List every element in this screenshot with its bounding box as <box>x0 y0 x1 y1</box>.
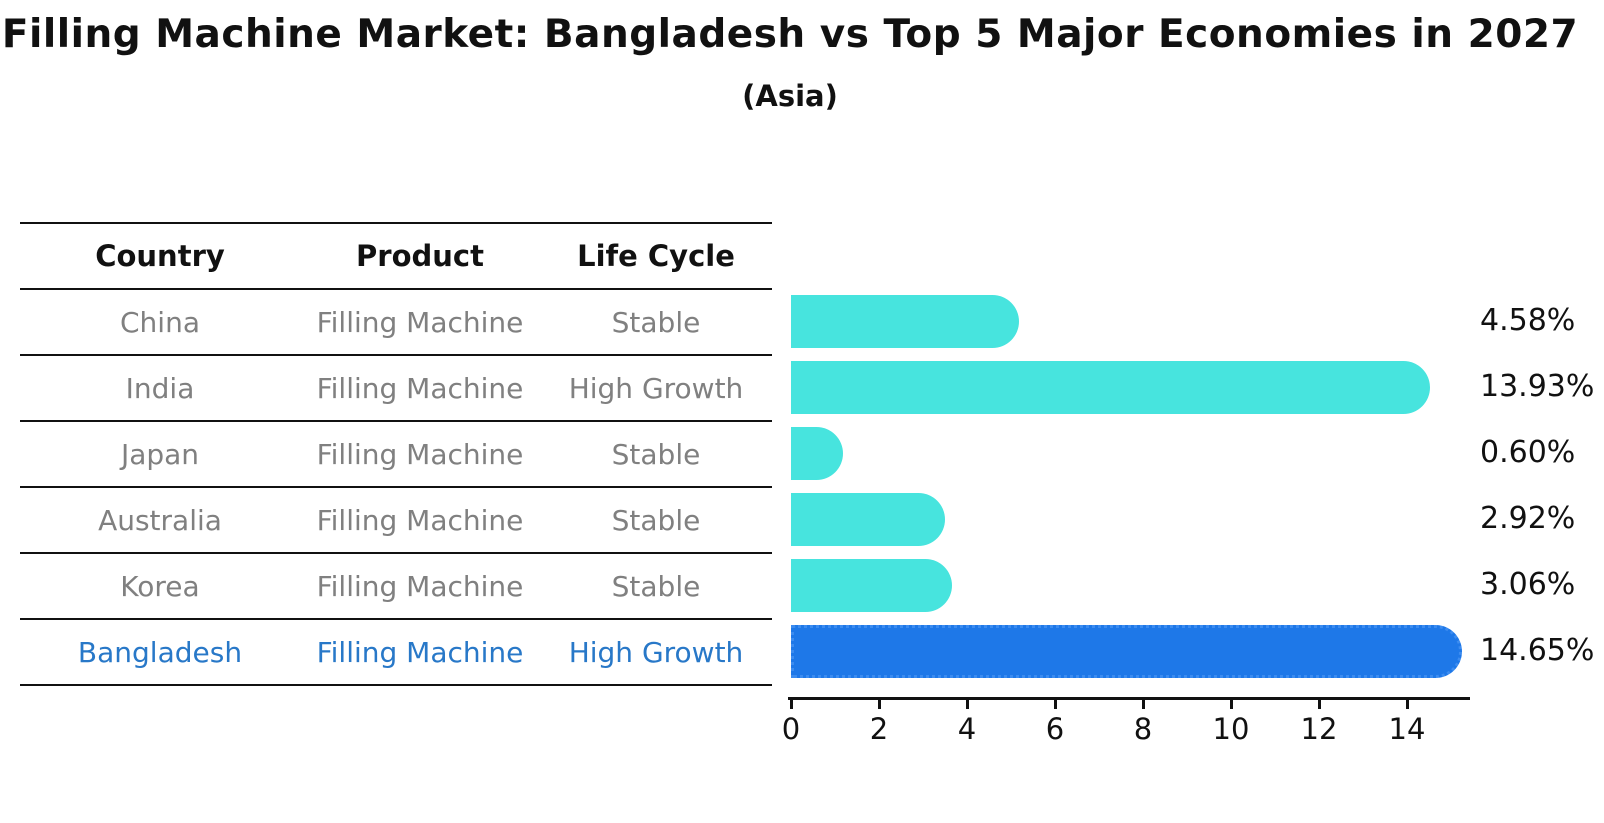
value-label-korea: 3.06% <box>1480 567 1576 602</box>
bar-japan <box>791 427 843 480</box>
cell-country: Korea <box>120 569 200 603</box>
cell-country: Bangladesh <box>77 635 243 669</box>
cell-country: Australia <box>98 503 222 537</box>
cell-product: Filling Machine <box>316 371 524 405</box>
cell-country: China <box>120 305 200 339</box>
cell-product: Filling Machine <box>316 503 524 537</box>
value-label-india: 13.93% <box>1480 369 1595 404</box>
x-tick-label-14: 14 <box>1388 712 1426 746</box>
x-tick-label-8: 8 <box>1133 712 1153 746</box>
cell-country: Japan <box>120 437 200 471</box>
table-row: Australia Filling Machine Stable <box>20 488 772 554</box>
x-tick-10 <box>1230 700 1233 709</box>
chart-title: Filling Machine Market: Bangladesh vs To… <box>1 12 1579 57</box>
x-tick-14 <box>1406 700 1409 709</box>
x-tick-6 <box>1054 700 1057 709</box>
table-row: India Filling Machine High Growth <box>20 356 772 422</box>
cell-life-cycle: High Growth <box>568 371 744 405</box>
table-row: China Filling Machine Stable <box>20 290 772 356</box>
country-table: Country Product Life Cycle China Filling Ma… <box>20 222 772 686</box>
column-header-product: Product <box>356 239 484 273</box>
x-tick-label-6: 6 <box>1045 712 1065 746</box>
bar-korea <box>791 559 952 612</box>
table-row: Korea Filling Machine Stable <box>20 554 772 620</box>
cell-life-cycle: Stable <box>611 437 701 471</box>
x-tick-2 <box>878 700 881 709</box>
table-header-row: Country Product Life Cycle <box>20 224 772 290</box>
bar-australia <box>791 493 945 546</box>
x-tick-label-4: 4 <box>957 712 977 746</box>
bar-bangladesh <box>791 625 1462 678</box>
cell-product: Filling Machine <box>316 635 524 669</box>
x-tick-label-10: 10 <box>1212 712 1250 746</box>
table-row: Japan Filling Machine Stable <box>20 422 772 488</box>
x-tick-0 <box>790 700 793 709</box>
value-label-bangladesh: 14.65% <box>1480 633 1595 668</box>
cell-life-cycle: Stable <box>611 503 701 537</box>
value-label-japan: 0.60% <box>1480 435 1576 470</box>
table-body: China Filling Machine Stable India Filling M… <box>20 290 772 686</box>
cell-product: Filling Machine <box>316 569 524 603</box>
cell-product: Filling Machine <box>316 305 524 339</box>
x-axis-line <box>788 697 1470 700</box>
x-tick-label-2: 2 <box>869 712 889 746</box>
value-label-china: 4.58% <box>1480 303 1576 338</box>
table-row: Bangladesh Filling Machine High Growth <box>20 620 772 686</box>
column-header-country: Country <box>95 239 225 273</box>
x-tick-label-12: 12 <box>1300 712 1338 746</box>
cell-life-cycle: Stable <box>611 569 701 603</box>
value-label-australia: 2.92% <box>1480 501 1576 536</box>
chart-subtitle: (Asia) <box>742 79 838 113</box>
x-tick-label-0: 0 <box>781 712 801 746</box>
bar-india <box>791 361 1430 414</box>
x-tick-4 <box>966 700 969 709</box>
bar-china <box>791 295 1019 348</box>
x-tick-8 <box>1142 700 1145 709</box>
x-tick-12 <box>1318 700 1321 709</box>
column-header-life-cycle: Life Cycle <box>577 239 735 273</box>
cell-product: Filling Machine <box>316 437 524 471</box>
cell-life-cycle: High Growth <box>568 635 744 669</box>
cell-life-cycle: Stable <box>611 305 701 339</box>
cell-country: India <box>125 371 195 405</box>
